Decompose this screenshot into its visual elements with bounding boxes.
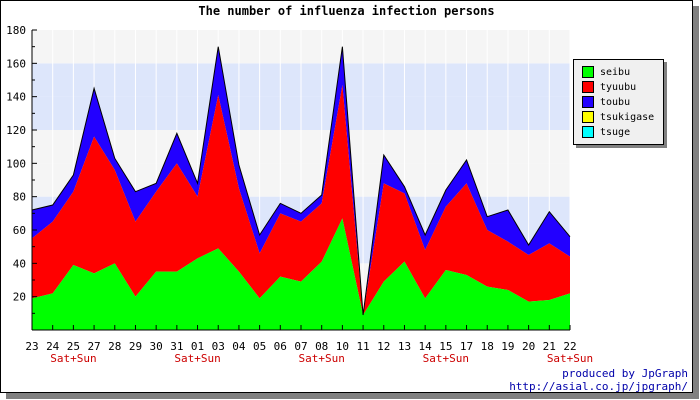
x-tick-label: 31 [170,340,183,353]
legend-item-tyuubu: tyuubu [582,81,636,93]
series-outline [31,46,571,316]
x-tick-label: 12 [377,340,390,353]
x-tick-label: 05 [253,340,266,353]
x-tick-label: 28 [108,340,121,353]
x-tick-label: 22 [563,340,576,353]
y-tick-label: 100 [6,157,26,170]
y-tick-label: 140 [6,91,26,104]
x-tick-label: 15 [439,340,452,353]
legend-item-seibu: seibu [582,66,630,78]
x-tick-label: 20 [522,340,535,353]
frame-shadow [6,393,699,399]
y-tick-label: 80 [13,191,26,204]
x-tick-label: 27 [87,340,100,353]
footer-produced-by: produced by JpGraph [562,367,688,380]
legend-label: toubu [600,97,631,108]
area-series-seibu [32,218,570,330]
chart-legend: seibu tyuubu toubu tsukigase tsuge [573,59,664,145]
chart-title: The number of influenza infection person… [198,4,495,18]
x-tick-label: 29 [129,340,142,353]
x-tick-label: 14 [419,340,433,353]
legend-label: seibu [600,67,631,78]
x-tick-label: 19 [501,340,514,353]
y-tick-label: 160 [6,57,26,70]
legend-label: tyuubu [600,82,637,93]
weekend-label: Sat+Sun [174,352,220,365]
x-tick-label: 08 [315,340,328,353]
x-tick-label: 07 [294,340,307,353]
x-tick-label: 06 [274,340,287,353]
x-tick-label: 25 [67,340,80,353]
x-tick-label: 13 [398,340,411,353]
legend-swatch [582,111,594,123]
x-tick-label: 18 [481,340,494,353]
legend-item-tsukigase: tsukigase [582,111,654,123]
legend-label: tsuge [600,127,631,138]
x-tick-label: 10 [336,340,349,353]
legend-item-tsuge: tsuge [582,126,630,138]
x-tick-label: 23 [25,340,38,353]
x-tick-label: 17 [460,340,473,353]
legend-item-toubu: toubu [582,96,630,108]
x-tick-label: 24 [46,340,60,353]
y-tick-label: 20 [13,291,26,304]
x-tick-label: 11 [356,340,369,353]
x-tick-label: 03 [212,340,225,353]
legend-swatch [582,96,594,108]
legend-swatch [582,81,594,93]
y-tick-label: 40 [13,257,26,270]
legend-label: tsukigase [600,112,655,123]
x-tick-label: 04 [232,340,246,353]
frame-shadow [693,6,699,399]
legend-swatch [582,126,594,138]
weekend-label: Sat+Sun [423,352,469,365]
weekend-label: Sat+Sun [547,352,593,365]
y-tick-label: 60 [13,224,26,237]
area-series-toubu [32,46,570,316]
area-series-tyuubu [32,85,570,315]
weekend-label: Sat+Sun [299,352,345,365]
y-tick-label: 180 [6,24,26,37]
footer-credit: produced by JpGraph http://asial.co.jp/j… [509,367,688,393]
footer-url[interactable]: http://asial.co.jp/jpgraph/ [509,380,688,393]
legend-swatch [582,66,594,78]
weekend-label: Sat+Sun [50,352,96,365]
x-tick-label: 30 [150,340,163,353]
x-tick-label: 21 [543,340,556,353]
y-tick-label: 120 [6,124,26,137]
x-tick-label: 01 [191,340,204,353]
